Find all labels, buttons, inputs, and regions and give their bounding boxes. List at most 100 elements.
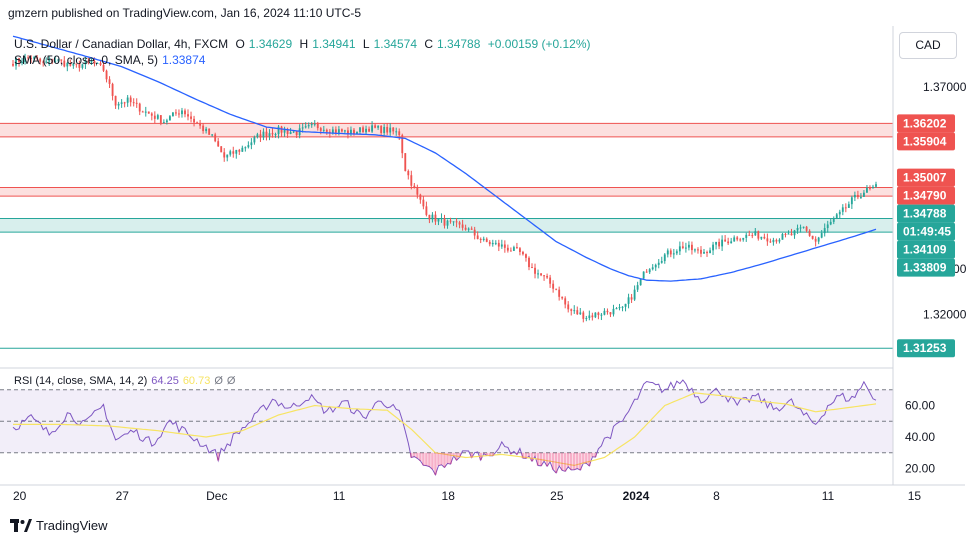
candle bbox=[651, 267, 654, 270]
candle bbox=[144, 111, 147, 113]
candle bbox=[12, 63, 14, 66]
candle bbox=[687, 244, 690, 248]
candle bbox=[81, 64, 84, 68]
symbol-title[interactable]: U.S. Dollar / Canadian Dollar, 4h, FXCM bbox=[14, 37, 229, 51]
candle bbox=[18, 58, 20, 63]
candle bbox=[615, 308, 618, 310]
candle bbox=[470, 228, 473, 230]
candle bbox=[431, 214, 434, 220]
candle bbox=[872, 186, 874, 189]
candle bbox=[238, 149, 241, 152]
candle bbox=[814, 238, 817, 242]
rsi-value: 64.25 bbox=[151, 375, 179, 387]
sma-legend[interactable]: SMA (50, close, 0, SMA, 5) 1.33874 bbox=[14, 53, 205, 67]
candle bbox=[223, 152, 226, 158]
close-label: C bbox=[424, 37, 434, 51]
rsi-layer bbox=[12, 379, 877, 477]
candle bbox=[54, 60, 57, 63]
price-tag-resistance: 1.36202 bbox=[897, 114, 955, 133]
candle bbox=[325, 129, 328, 132]
candle bbox=[862, 192, 865, 197]
zones-layer bbox=[0, 122, 893, 349]
candle bbox=[606, 310, 609, 313]
rsi-tick-label: 60.00 bbox=[905, 399, 935, 413]
candle bbox=[458, 222, 461, 225]
candle bbox=[21, 61, 23, 63]
candle bbox=[271, 133, 274, 135]
candle bbox=[440, 218, 443, 220]
candle bbox=[838, 211, 841, 215]
zone-support-2 bbox=[0, 218, 893, 233]
candle bbox=[162, 122, 165, 124]
candle bbox=[479, 238, 482, 240]
candle bbox=[727, 241, 730, 244]
candle bbox=[181, 110, 183, 115]
candle bbox=[310, 123, 313, 126]
price-tag-resistance: 1.35904 bbox=[897, 132, 955, 151]
candle bbox=[48, 59, 51, 62]
time-tick-label: 11 bbox=[822, 489, 835, 503]
candle bbox=[392, 127, 395, 132]
price-tag-text: 1.33809 bbox=[903, 261, 947, 275]
candle bbox=[208, 128, 211, 135]
candle bbox=[678, 246, 681, 252]
candle bbox=[567, 304, 570, 310]
rsi-sma-line bbox=[13, 392, 877, 467]
candle bbox=[114, 95, 117, 106]
time-tick-label: 11 bbox=[333, 489, 346, 503]
price-tag-last: 1.34788 bbox=[897, 204, 955, 223]
candle bbox=[123, 102, 126, 104]
candle bbox=[359, 127, 361, 132]
candle bbox=[153, 115, 156, 119]
candle bbox=[244, 147, 247, 149]
candle bbox=[250, 142, 253, 146]
candle bbox=[464, 227, 467, 230]
candle bbox=[111, 83, 114, 96]
candle bbox=[787, 233, 790, 235]
candle bbox=[301, 127, 304, 129]
candle bbox=[591, 315, 594, 318]
time-tick-label: 20 bbox=[13, 489, 27, 503]
candle bbox=[850, 197, 853, 205]
candle bbox=[132, 102, 135, 104]
currency-button[interactable]: CAD bbox=[899, 32, 957, 59]
candle bbox=[790, 233, 793, 236]
candle bbox=[286, 130, 289, 134]
candle bbox=[627, 297, 630, 304]
candle bbox=[126, 97, 129, 103]
candle bbox=[648, 269, 651, 273]
candle bbox=[709, 250, 711, 254]
candle bbox=[410, 175, 413, 186]
candle bbox=[150, 113, 153, 116]
price-tick-label: 1.37000 bbox=[923, 80, 967, 94]
candle bbox=[763, 236, 766, 239]
candle bbox=[820, 233, 823, 238]
candle bbox=[292, 131, 295, 133]
candle bbox=[694, 249, 696, 251]
rsi-legend[interactable]: RSI (14, close, SMA, 14, 2) 64.25 60.73 Ø Ø bbox=[14, 375, 235, 387]
candle bbox=[365, 128, 367, 133]
candle bbox=[247, 145, 250, 148]
candle bbox=[826, 224, 829, 229]
candle bbox=[703, 252, 705, 254]
candle bbox=[594, 312, 597, 318]
candle bbox=[624, 303, 627, 307]
price-tag-text: 1.35007 bbox=[903, 171, 947, 185]
candle bbox=[193, 118, 195, 123]
candle bbox=[766, 238, 769, 242]
candle bbox=[117, 103, 120, 106]
tradingview-brand[interactable]: TradingView bbox=[10, 518, 108, 533]
price-tag-text: 1.34788 bbox=[903, 207, 947, 221]
candle bbox=[187, 114, 189, 117]
candle bbox=[105, 70, 108, 80]
candle bbox=[184, 110, 186, 115]
candle bbox=[413, 185, 416, 188]
candle bbox=[30, 58, 33, 60]
candle bbox=[319, 128, 322, 131]
candle bbox=[681, 246, 684, 248]
rsi-tick-label: 40.00 bbox=[905, 430, 935, 444]
candle bbox=[343, 130, 346, 132]
candle bbox=[253, 137, 256, 143]
candle bbox=[33, 57, 36, 59]
